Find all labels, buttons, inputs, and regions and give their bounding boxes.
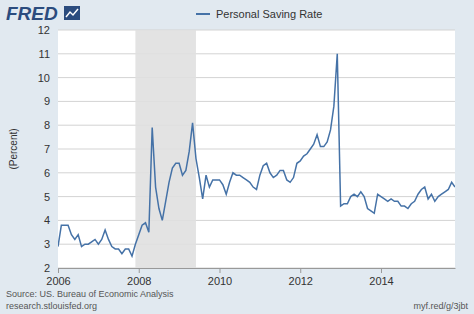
- source-url: research.stlouisfed.org: [6, 301, 97, 311]
- y-tick: 12: [38, 24, 58, 36]
- y-axis-line: [58, 31, 59, 269]
- x-axis: 2006 2008 2010 2012 2014: [46, 268, 455, 287]
- y-tick: 5: [44, 191, 58, 203]
- x-tick-mark: [219, 268, 220, 273]
- chart: 2 3 4 5 6 7 8 9 10 11 12 2006 2008 2010 2012 2014 (Perce…: [0, 0, 474, 314]
- y-tick-label: 11: [39, 48, 50, 60]
- grid-line: [58, 77, 455, 78]
- x-tick-label: 2014: [369, 275, 393, 287]
- y-tick: 6: [44, 167, 58, 179]
- y-tick-label: 10: [38, 72, 50, 84]
- y-tick-label: 5: [44, 191, 50, 203]
- x-tick-mark: [58, 268, 59, 273]
- x-tick: 2006: [46, 268, 70, 287]
- logo: FRED: [6, 3, 58, 24]
- y-axis-title: (Percent): [8, 128, 19, 169]
- plot-area: [58, 30, 455, 268]
- grid-line: [58, 30, 455, 31]
- y-tick: 8: [44, 119, 58, 131]
- y-tick-label: 3: [44, 238, 50, 250]
- logo-icon-line: [66, 9, 78, 17]
- x-tick-label: 2006: [46, 275, 70, 287]
- legend: Personal Saving Rate: [196, 8, 322, 20]
- source: Source: US. Bureau of Economic Analysis: [6, 289, 174, 299]
- grid-line: [58, 268, 455, 269]
- x-tick: 2010: [208, 268, 232, 287]
- grid-line: [58, 149, 455, 150]
- y-tick: 11: [39, 48, 58, 60]
- y-tick-label: 4: [44, 214, 50, 226]
- x-tick: 2008: [127, 268, 151, 287]
- y-tick-label: 9: [44, 95, 50, 107]
- grid-line: [58, 125, 455, 126]
- y-tick: 2: [44, 262, 58, 274]
- background: [0, 0, 474, 314]
- x-tick-label: 2010: [208, 275, 232, 287]
- grid-line: [58, 172, 455, 173]
- x-tick-label: 2012: [289, 275, 313, 287]
- y-tick-label: 8: [44, 119, 50, 131]
- grid-line: [58, 53, 455, 54]
- x-tick: 2014: [369, 268, 393, 287]
- recession-band: [135, 30, 196, 268]
- y-axis: 2 3 4 5 6 7 8 9 10 11 12: [38, 24, 59, 274]
- grid-line: [58, 101, 455, 102]
- x-axis-line: [59, 268, 456, 269]
- logo-icon: [64, 6, 80, 20]
- plot: 2 3 4 5 6 7 8 9 10 11 12 2006 2008 2010 2012 2014: [38, 24, 456, 287]
- logo-icon-box: [64, 6, 80, 20]
- grid: [58, 30, 455, 268]
- grid-line: [58, 244, 455, 245]
- short-url: myf.red/g/3jbt: [413, 301, 468, 311]
- x-tick-mark: [300, 268, 301, 273]
- y-tick: 4: [44, 214, 58, 226]
- y-tick-label: 7: [44, 143, 50, 155]
- grid-line: [58, 220, 455, 221]
- y-tick: 10: [38, 72, 58, 84]
- marks: [58, 30, 455, 268]
- y-tick-label: 2: [44, 262, 50, 274]
- y-tick: 7: [44, 143, 58, 155]
- series-line: [58, 54, 455, 256]
- x-tick-mark: [381, 268, 382, 273]
- y-tick: 3: [44, 238, 58, 250]
- x-tick-mark: [139, 268, 140, 273]
- x-tick-label: 2008: [127, 275, 151, 287]
- x-tick: 2012: [289, 268, 313, 287]
- legend-label: Personal Saving Rate: [216, 8, 322, 20]
- legend-swatch: [196, 13, 210, 15]
- y-tick-label: 6: [44, 167, 50, 179]
- y-tick: 9: [44, 95, 58, 107]
- grid-line: [58, 196, 455, 197]
- y-tick-label: 12: [38, 24, 50, 36]
